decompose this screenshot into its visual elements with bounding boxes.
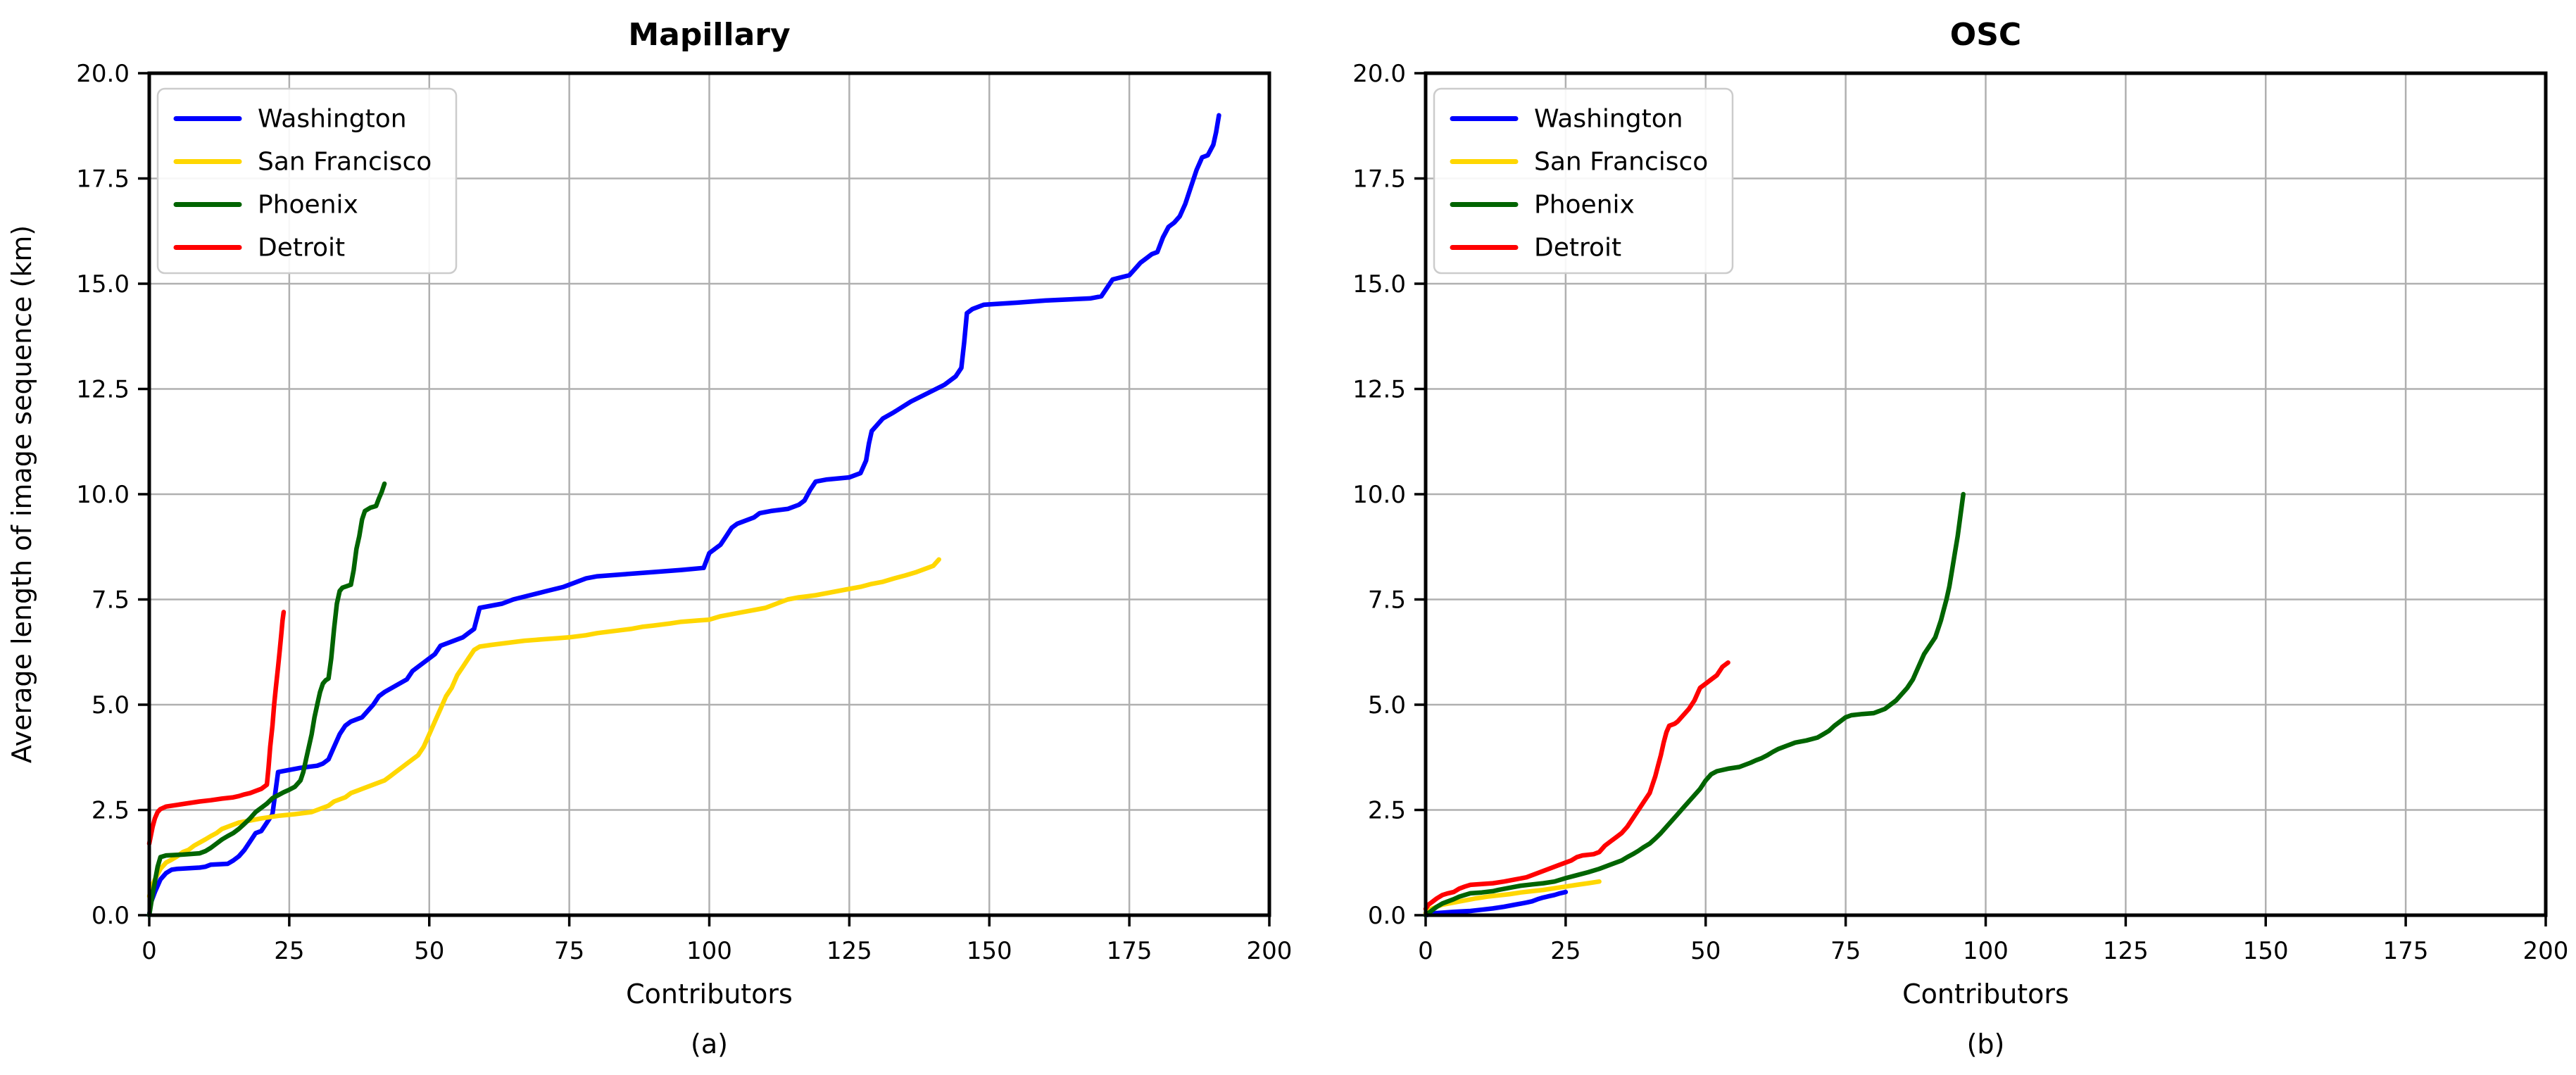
series-line-phoenix	[1423, 491, 1966, 918]
x-axis-tick-label: 75	[554, 937, 584, 965]
x-axis-tick-label: 0	[1418, 937, 1433, 965]
x-axis-tick-label: 0	[142, 937, 157, 965]
y-axis-tick-label: 20.0	[76, 60, 130, 88]
y-axis-tick-label: 10.0	[1352, 481, 1406, 509]
x-axis-tick-label: 75	[1830, 937, 1861, 965]
x-axis-tick-label: 125	[827, 937, 872, 965]
panel-caption: (a)	[691, 1029, 728, 1060]
legend-label: Washington	[1534, 105, 1683, 134]
y-axis-tick-label: 12.5	[76, 376, 130, 404]
x-axis-tick-label: 150	[2243, 937, 2289, 965]
legend-box	[1433, 87, 1734, 275]
axes-ticks: 0 25 50 75 100 125 150 175 200 0.0 2.5 5.0 7.5 10.0 12…	[76, 60, 1292, 965]
x-axis-tick-label: 175	[2383, 937, 2429, 965]
panel-caption: (b)	[1967, 1029, 2005, 1060]
legend-label: Detroit	[1534, 234, 1621, 263]
y-axis-tick-label: 7.5	[92, 586, 130, 615]
chart-panel-mapillary: 0 25 50 75 100 125 150 175 200 0.0 2.5 5.0 7.5 10.0 12…	[6, 17, 1292, 1060]
legend: Washington San Francisco Phoenix Detroit	[156, 87, 458, 275]
y-axis-tick-label: 17.5	[76, 165, 130, 194]
x-axis-tick-label: 200	[2523, 937, 2569, 965]
x-axis-tick-label: 25	[1550, 937, 1581, 965]
x-axis-tick-label: 175	[1107, 937, 1152, 965]
x-axis-tick-label: 100	[1963, 937, 2009, 965]
y-axis-tick-label: 12.5	[1352, 376, 1406, 404]
series-line-washington	[146, 113, 1221, 918]
legend-label: Phoenix	[258, 191, 358, 220]
plot-border	[1424, 71, 2548, 917]
chart-panel-osc: 0 25 50 75 100 125 150 175 200 0.0 2.5 5.0 7.5 10.0 12…	[1352, 17, 2568, 1060]
y-axis-tick-label: 20.0	[1352, 60, 1406, 88]
series-line-detroit	[146, 610, 287, 846]
legend-label: Detroit	[258, 234, 345, 263]
x-axis-tick-label: 100	[686, 937, 732, 965]
legend-label: San Francisco	[258, 148, 432, 177]
y-axis-label: Average length of image sequence (km)	[6, 225, 37, 763]
y-axis-tick-label: 10.0	[76, 481, 130, 509]
x-axis-tick-label: 125	[2103, 937, 2149, 965]
x-axis-tick-label: 50	[1690, 937, 1721, 965]
x-axis-tick-label: 25	[274, 937, 304, 965]
y-axis-tick-label: 17.5	[1352, 165, 1406, 194]
axes-ticks: 0 25 50 75 100 125 150 175 200 0.0 2.5 5.0 7.5 10.0 12…	[1352, 60, 2568, 965]
y-axis-tick-label: 5.0	[1368, 691, 1406, 719]
y-axis-tick-label: 15.0	[1352, 270, 1406, 298]
y-axis-tick-label: 15.0	[76, 270, 130, 298]
legend-box	[156, 87, 458, 275]
y-axis-tick-label: 0.0	[1368, 902, 1406, 930]
series-line-washington	[1423, 889, 1569, 918]
chart-title: OSC	[1950, 17, 2021, 53]
legend-label: Phoenix	[1534, 191, 1635, 220]
x-axis-label: Contributors	[1902, 979, 2069, 1010]
x-axis-tick-label: 150	[967, 937, 1012, 965]
legend: Washington San Francisco Phoenix Detroit	[1433, 87, 1734, 275]
series-line-san-francisco	[146, 557, 941, 899]
y-axis-tick-label: 0.0	[92, 902, 130, 930]
legend-label: Washington	[258, 105, 407, 134]
plot-border	[147, 71, 1271, 917]
y-axis-tick-label: 2.5	[92, 797, 130, 825]
x-axis-tick-label: 200	[1247, 937, 1293, 965]
series-line-phoenix	[146, 481, 387, 918]
y-axis-tick-label: 7.5	[1368, 586, 1406, 615]
y-axis-tick-label: 5.0	[92, 691, 130, 719]
y-axis-tick-label: 2.5	[1368, 797, 1406, 825]
chart-title: Mapillary	[628, 17, 790, 53]
series-line-detroit	[1423, 660, 1730, 912]
x-axis-label: Contributors	[626, 979, 793, 1010]
legend-label: San Francisco	[1534, 148, 1708, 177]
x-axis-tick-label: 50	[414, 937, 444, 965]
